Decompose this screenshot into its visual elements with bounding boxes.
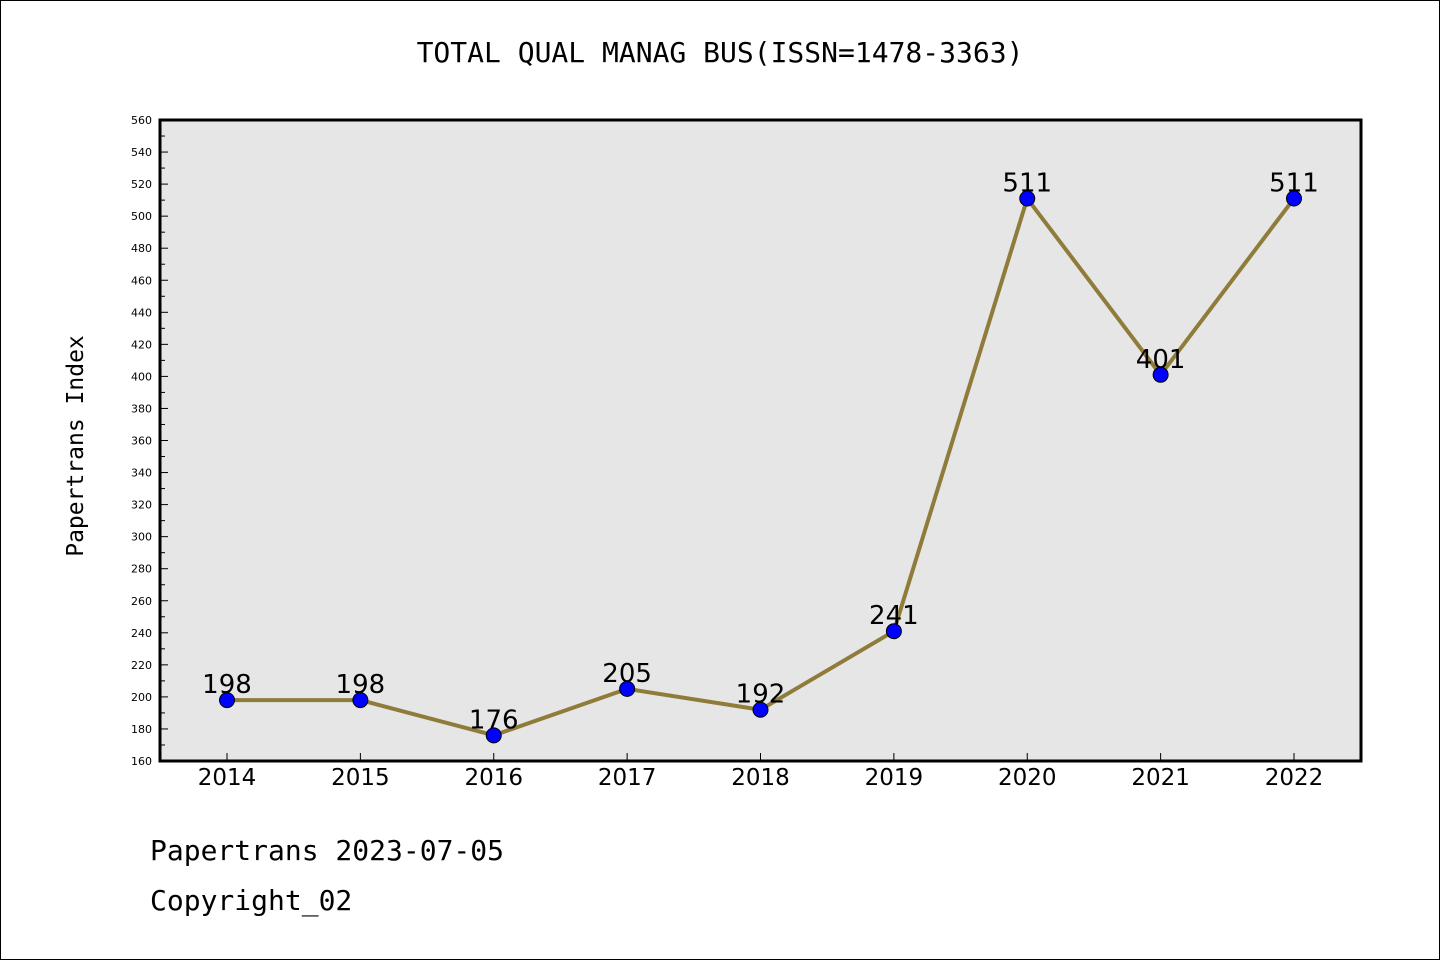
y-tick-label-180: 180 xyxy=(131,723,152,736)
data-label-2021: 401 xyxy=(1136,345,1186,375)
data-label-2019: 241 xyxy=(869,601,919,631)
y-tick-label-340: 340 xyxy=(131,467,152,480)
y-tick-label-220: 220 xyxy=(131,659,152,672)
x-tick-label-2017: 2017 xyxy=(598,765,657,791)
x-tick-label-2015: 2015 xyxy=(331,765,390,791)
data-point-2018 xyxy=(752,701,769,718)
data-label-2014: 198 xyxy=(202,670,252,700)
y-tick-label-400: 400 xyxy=(131,370,152,383)
x-tick-label-2018: 2018 xyxy=(731,765,790,791)
x-tick-label-2022: 2022 xyxy=(1265,765,1324,791)
x-tick-label-2016: 2016 xyxy=(464,765,523,791)
x-tick-label-2019: 2019 xyxy=(865,765,924,791)
y-tick-label-200: 200 xyxy=(131,691,152,704)
data-point-2017 xyxy=(619,680,636,697)
y-tick-label-500: 500 xyxy=(131,210,152,223)
chart-title: TOTAL QUAL MANAG BUS(ISSN=1478-3363) xyxy=(416,36,1024,69)
data-label-2017: 205 xyxy=(602,659,652,689)
x-tick-label-2020: 2020 xyxy=(998,765,1057,791)
y-tick-label-360: 360 xyxy=(131,435,152,448)
data-point-2016 xyxy=(485,727,502,744)
y-tick-label-240: 240 xyxy=(131,627,152,640)
data-label-2015: 198 xyxy=(336,670,386,700)
y-tick-label-560: 560 xyxy=(131,114,152,127)
data-point-2014 xyxy=(219,692,235,709)
y-tick-label-300: 300 xyxy=(131,531,152,544)
data-label-group: 198 198 176 205 192 241 511 401 511 xyxy=(202,169,1319,736)
data-label-2022: 511 xyxy=(1269,169,1319,199)
y-tick-label-380: 380 xyxy=(131,402,152,415)
data-label-2020: 511 xyxy=(1002,169,1052,199)
x-tick-label-2021: 2021 xyxy=(1131,765,1190,791)
y-tick-label-440: 440 xyxy=(131,306,152,319)
data-label-2016: 176 xyxy=(469,705,519,735)
y-axis-label: Papertrans Index xyxy=(63,335,89,557)
y-tick-label-260: 260 xyxy=(131,595,152,608)
y-tick-label-320: 320 xyxy=(131,499,152,512)
footer-copyright: Copyright_02 xyxy=(150,884,353,917)
marker-group xyxy=(219,190,1302,744)
x-axis: 2014 2015 2016 2017 2018 2019 2020 2021 2022 xyxy=(198,753,1324,791)
data-point-2019 xyxy=(885,623,902,640)
y-tick-label-480: 480 xyxy=(131,242,152,255)
footer-date: Papertrans 2023-07-05 xyxy=(150,834,505,867)
plot-area xyxy=(160,120,1361,761)
data-point-2015 xyxy=(352,692,369,709)
data-point-2020 xyxy=(1019,190,1036,207)
plot-border xyxy=(158,118,1363,763)
y-tick-label-160: 160 xyxy=(131,755,152,768)
data-point-2022 xyxy=(1286,190,1302,207)
y-tick-label-280: 280 xyxy=(131,563,152,576)
y-tick-label-540: 540 xyxy=(131,146,152,159)
x-tick-label-2014: 2014 xyxy=(198,765,257,791)
y-tick-label-460: 460 xyxy=(131,274,152,287)
y-tick-label-520: 520 xyxy=(131,178,152,191)
y-tick-label-420: 420 xyxy=(131,338,152,351)
data-label-2018: 192 xyxy=(736,680,786,710)
data-point-2021 xyxy=(1152,366,1169,383)
